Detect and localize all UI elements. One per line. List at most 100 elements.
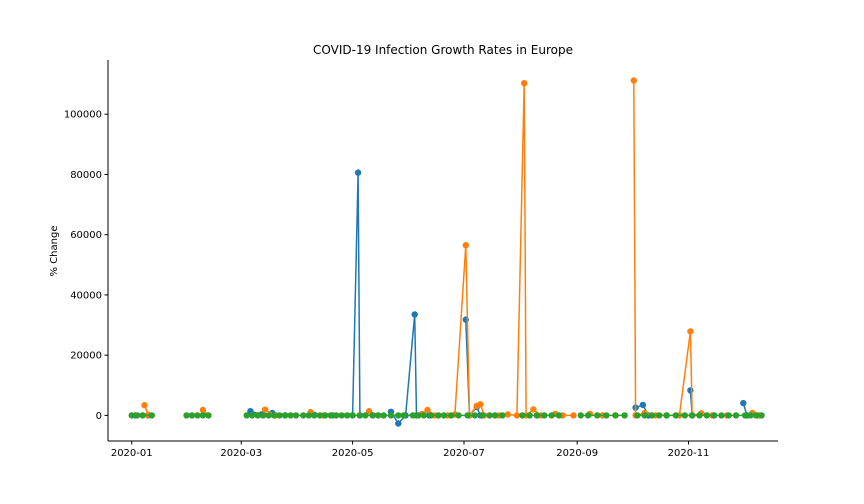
series-2 xyxy=(141,77,763,419)
series-3-point xyxy=(710,412,718,419)
series-3-point xyxy=(541,412,548,419)
series-3-point xyxy=(265,412,272,419)
series-3-point xyxy=(499,412,506,419)
series-2-point xyxy=(504,411,511,418)
series-3-point xyxy=(305,412,312,419)
series-3-point xyxy=(311,412,318,419)
series-2-point xyxy=(570,412,577,419)
series-3-point xyxy=(356,412,364,419)
y-tick-label: 0 xyxy=(96,411,102,422)
series-2-point xyxy=(365,408,373,415)
series-3-point xyxy=(249,412,256,419)
series-1-point xyxy=(639,401,647,409)
series-3-point xyxy=(409,412,417,419)
series-3-point xyxy=(548,412,555,419)
series-3-point xyxy=(718,412,725,419)
series-3-point xyxy=(681,412,689,419)
series-3-point xyxy=(188,412,196,419)
y-axis-label: % Change xyxy=(49,226,60,277)
series-1-point xyxy=(395,420,402,427)
series-3-point xyxy=(594,412,601,419)
axes: 0 20000 40000 60000 80000 100000 2020-01 2020-0… xyxy=(64,60,778,459)
series-1-line xyxy=(351,172,361,416)
series-3-point xyxy=(300,412,307,419)
series-3-point xyxy=(375,412,382,419)
x-tick-label: 2020-09 xyxy=(556,448,598,459)
x-tick-label: 2020-03 xyxy=(220,448,262,459)
series-3-point xyxy=(663,412,670,419)
series-2-line xyxy=(633,80,667,417)
series-2-line xyxy=(678,331,713,417)
series-2-point xyxy=(530,406,537,413)
series-2-point xyxy=(261,406,269,413)
series-3-point xyxy=(369,412,376,419)
series-3-point xyxy=(420,412,427,419)
series-3-point xyxy=(349,412,356,419)
series-2-point xyxy=(424,406,431,414)
series-3-point xyxy=(703,412,710,419)
series-3-point xyxy=(491,412,499,419)
series-3-point xyxy=(577,412,584,419)
plot-area xyxy=(128,77,765,427)
x-tick-label: 2020-11 xyxy=(668,448,710,459)
y-tick-label: 40000 xyxy=(70,290,102,301)
y-tick-label: 80000 xyxy=(70,170,102,181)
series-3-point xyxy=(486,412,493,419)
series-3-point xyxy=(400,412,407,419)
series-3 xyxy=(128,412,765,419)
series-3-point xyxy=(656,412,663,419)
series-3-point xyxy=(270,412,278,419)
series-3-point xyxy=(260,412,267,419)
series-3-point xyxy=(464,412,471,419)
series-3-point xyxy=(292,412,300,419)
series-3-point xyxy=(435,412,442,419)
series-3-point xyxy=(199,412,207,419)
series-3-point xyxy=(455,412,462,419)
series-3-point xyxy=(276,412,283,419)
series-3-point xyxy=(387,412,395,419)
y-tick-label: 100000 xyxy=(64,110,102,121)
series-2-point xyxy=(462,242,469,249)
series-3-point xyxy=(395,412,402,419)
x-tick-label: 2020-07 xyxy=(443,448,485,459)
chart-title: COVID-19 Infection Growth Rates in Europ… xyxy=(313,43,573,57)
series-3-point xyxy=(327,412,334,419)
series-3-point xyxy=(747,412,754,419)
series-3-point xyxy=(621,412,628,419)
series-3-point xyxy=(641,412,648,419)
series-3-point xyxy=(584,412,592,419)
series-3-point xyxy=(648,412,656,419)
series-3-point xyxy=(338,412,345,419)
series-1 xyxy=(132,169,762,427)
series-3-point xyxy=(194,412,201,419)
series-3-point xyxy=(479,412,486,419)
series-2-point xyxy=(630,77,637,84)
series-3-point xyxy=(448,412,455,419)
series-3-point xyxy=(183,412,190,419)
series-3-point xyxy=(316,412,323,419)
series-3-point xyxy=(243,412,250,419)
series-3-point xyxy=(612,412,619,419)
series-2-point xyxy=(477,401,484,408)
series-3-point xyxy=(603,412,610,419)
series-3-point xyxy=(281,412,289,419)
series-3-point xyxy=(322,412,329,419)
series-3-point xyxy=(333,412,340,419)
series-2-point xyxy=(141,402,148,409)
series-3-point xyxy=(287,412,294,419)
series-3-point xyxy=(148,412,155,419)
series-3-point xyxy=(427,412,435,419)
series-3-point xyxy=(139,412,146,419)
series-2-point xyxy=(513,412,521,419)
series-2-point xyxy=(521,80,528,87)
series-3-point xyxy=(205,412,212,419)
series-3-point xyxy=(362,412,369,419)
series-2-line xyxy=(498,83,542,417)
y-tick-label: 20000 xyxy=(70,351,102,362)
x-tick-label: 2020-05 xyxy=(332,448,374,459)
series-1-line xyxy=(390,314,418,425)
series-3-point xyxy=(471,412,479,419)
series-3-point xyxy=(440,412,448,419)
series-1-point xyxy=(354,169,362,176)
